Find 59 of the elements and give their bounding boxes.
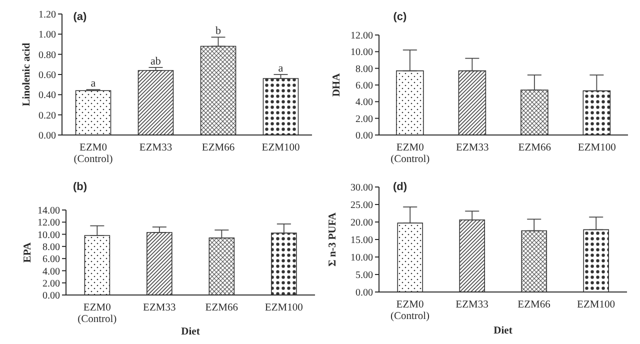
y-axis-title: DHA <box>332 72 342 97</box>
annotation: a <box>278 62 284 74</box>
y-tick-label: 0.00 <box>356 130 373 142</box>
y-axis-title: EPA <box>22 242 34 263</box>
y-tick-label: 6.00 <box>356 80 373 92</box>
y-tick-label: 1.00 <box>38 30 56 41</box>
y-tick-label: 30.00 <box>350 182 373 194</box>
x-tick-label: EZM100 <box>578 142 616 154</box>
annotation: a <box>90 78 96 90</box>
y-tick-label: 0.80 <box>38 50 56 61</box>
y-tick-label: 2.00 <box>42 278 60 290</box>
y-tick-label: 4.00 <box>42 266 60 278</box>
y-tick-label: 0.40 <box>38 90 56 102</box>
y-tick-label: 0.00 <box>356 288 373 299</box>
x-tick-label: EZM100 <box>262 142 300 154</box>
x-tick-label: EZM33 <box>456 142 489 154</box>
y-tick-label: 25.00 <box>350 200 373 212</box>
x-tick-label: EZM66 <box>202 142 235 154</box>
x-tick-label: EZM0 (Control) <box>74 142 114 166</box>
y-tick-label: 0.00 <box>42 290 60 302</box>
y-tick-label: 14.00 <box>38 206 60 217</box>
x-tick-label: EZM33 <box>143 302 176 314</box>
chart-title: (d) <box>392 181 408 193</box>
chart-title: (a) <box>73 11 88 23</box>
y-tick-label: 0.60 <box>38 70 56 82</box>
x-tick-label: EZM100 <box>577 299 615 310</box>
y-tick-label: 10.00 <box>350 252 373 264</box>
x-tick-label: EZM66 <box>518 142 551 154</box>
y-axis-title: Σ n-3 PUFA <box>328 212 338 266</box>
y-tick-label: 20.00 <box>350 218 373 229</box>
x-axis-title: Diet <box>494 326 513 336</box>
y-tick-label: 0.00 <box>38 130 56 142</box>
y-tick-label: 2.00 <box>356 114 373 125</box>
chart-title: (c) <box>393 11 408 23</box>
y-tick-label: 4.00 <box>356 97 373 108</box>
annotation: ab <box>150 55 162 68</box>
x-tick-label: EZM33 <box>139 142 172 154</box>
y-tick-label: 10.00 <box>350 47 373 58</box>
x-tick-label: EZM100 <box>264 302 303 314</box>
y-tick-label: 8.00 <box>42 242 60 253</box>
y-tick-label: 5.00 <box>356 270 373 282</box>
x-axis-title: Diet <box>181 326 200 338</box>
y-tick-label: 12.00 <box>350 30 373 42</box>
y-axis-title: Linolenic acid <box>22 42 32 106</box>
chart-title: (b) <box>72 181 88 193</box>
y-tick-label: 6.00 <box>42 254 60 266</box>
y-tick-label: 0.20 <box>38 110 56 122</box>
x-tick-label: EZM0 (Control) <box>78 302 118 326</box>
y-tick-label: 15.00 <box>350 235 373 246</box>
x-tick-label: EZM0 (Control) <box>390 299 430 322</box>
x-tick-label: EZM33 <box>456 299 488 310</box>
x-tick-label: EZM0 (Control) <box>390 142 430 166</box>
y-tick-label: 12.00 <box>38 218 60 229</box>
annotation: b <box>216 25 222 38</box>
y-tick-label: 10.00 <box>38 230 60 241</box>
x-tick-label: EZM66 <box>518 299 550 310</box>
y-tick-label: 1.20 <box>38 10 56 21</box>
x-tick-label: EZM66 <box>205 302 238 314</box>
y-tick-label: 8.00 <box>356 64 373 75</box>
